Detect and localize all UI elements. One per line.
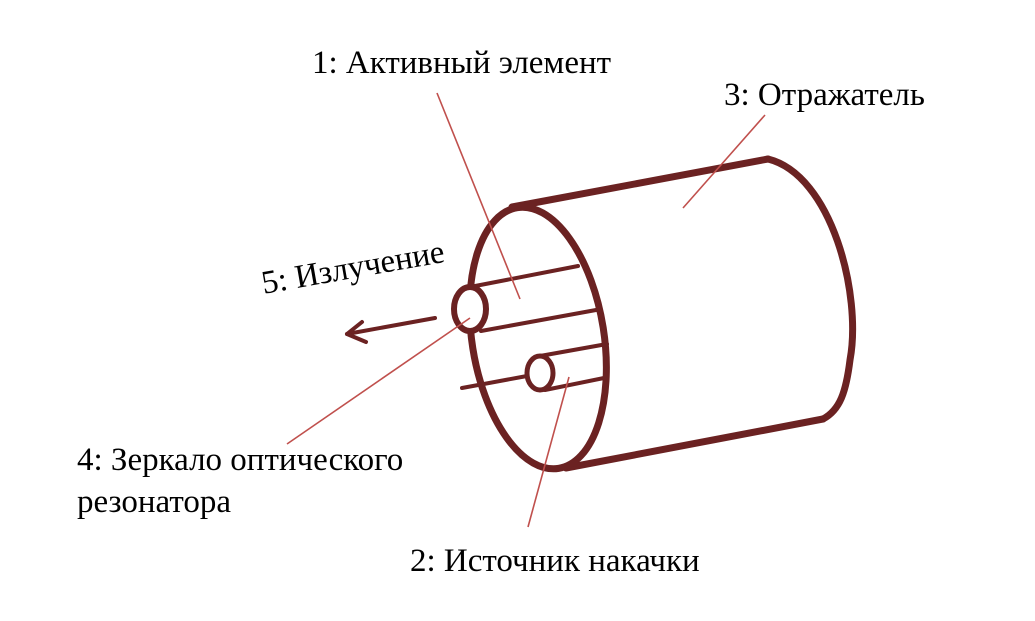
pump-bottom-line bbox=[543, 376, 606, 392]
arrow-head bbox=[345, 320, 368, 344]
label-mirror-line1: 4: Зеркало оптического bbox=[77, 442, 404, 478]
cylinder-bottom-edge bbox=[562, 415, 827, 472]
cylinder-top-edge bbox=[508, 155, 772, 211]
label-pump-source: 2: Источник накачки bbox=[410, 543, 700, 579]
pump-source-tube bbox=[460, 342, 609, 393]
leader-mirror bbox=[286, 317, 471, 445]
cylinder-front-face bbox=[466, 203, 610, 473]
rod-bottom-line bbox=[479, 308, 598, 333]
pump-ring bbox=[524, 353, 556, 393]
cylinder-back-arc bbox=[764, 155, 857, 423]
pump-top-line bbox=[538, 342, 609, 358]
label-reflector: 3: Отражатель bbox=[724, 77, 925, 113]
active-element-rod bbox=[451, 264, 598, 334]
radiation-arrow bbox=[345, 316, 437, 344]
reflector-cylinder bbox=[466, 155, 857, 473]
label-active-element: 1: Активный элемент bbox=[312, 45, 612, 81]
mirror-ring bbox=[451, 284, 489, 334]
leader-active-element bbox=[436, 92, 521, 300]
rod-top-line bbox=[468, 264, 580, 289]
leader-reflector bbox=[682, 114, 766, 209]
leader-pump-source bbox=[527, 376, 570, 528]
label-mirror-line2: резонатора bbox=[77, 483, 231, 520]
label-mirror: 4: Зеркало оптического резонатора bbox=[77, 440, 403, 523]
pump-left-line bbox=[460, 374, 529, 390]
leader-lines bbox=[286, 92, 766, 528]
arrow-shaft bbox=[345, 316, 437, 336]
